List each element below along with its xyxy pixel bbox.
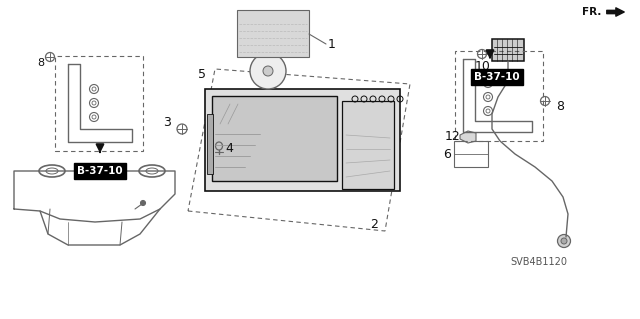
Bar (207, 114, 213, 174)
Text: 10: 10 (475, 60, 491, 72)
Bar (237, 10, 309, 57)
Text: 5: 5 (198, 68, 206, 80)
Text: 8: 8 (37, 58, 44, 68)
Text: B-37-10: B-37-10 (77, 166, 123, 176)
Text: SVB4B1120: SVB4B1120 (510, 257, 567, 267)
Bar (212, 96, 337, 181)
Bar (342, 101, 394, 189)
Text: 4: 4 (225, 143, 233, 155)
Ellipse shape (250, 53, 286, 89)
Text: 2: 2 (370, 218, 378, 231)
Bar (492, 39, 524, 61)
Bar (455, 51, 543, 141)
Ellipse shape (561, 238, 567, 244)
Ellipse shape (141, 201, 145, 205)
Ellipse shape (557, 234, 570, 248)
Bar (454, 141, 488, 167)
Text: 12: 12 (445, 130, 461, 143)
Bar (55, 56, 143, 151)
Text: 8: 8 (556, 100, 564, 114)
Bar (205, 89, 400, 191)
Text: 1: 1 (328, 38, 336, 50)
Ellipse shape (263, 66, 273, 76)
Text: 3: 3 (163, 116, 171, 130)
Text: 6: 6 (443, 147, 451, 160)
Text: B-37-10: B-37-10 (474, 72, 520, 82)
Polygon shape (460, 131, 476, 143)
Text: FR.: FR. (582, 7, 602, 17)
